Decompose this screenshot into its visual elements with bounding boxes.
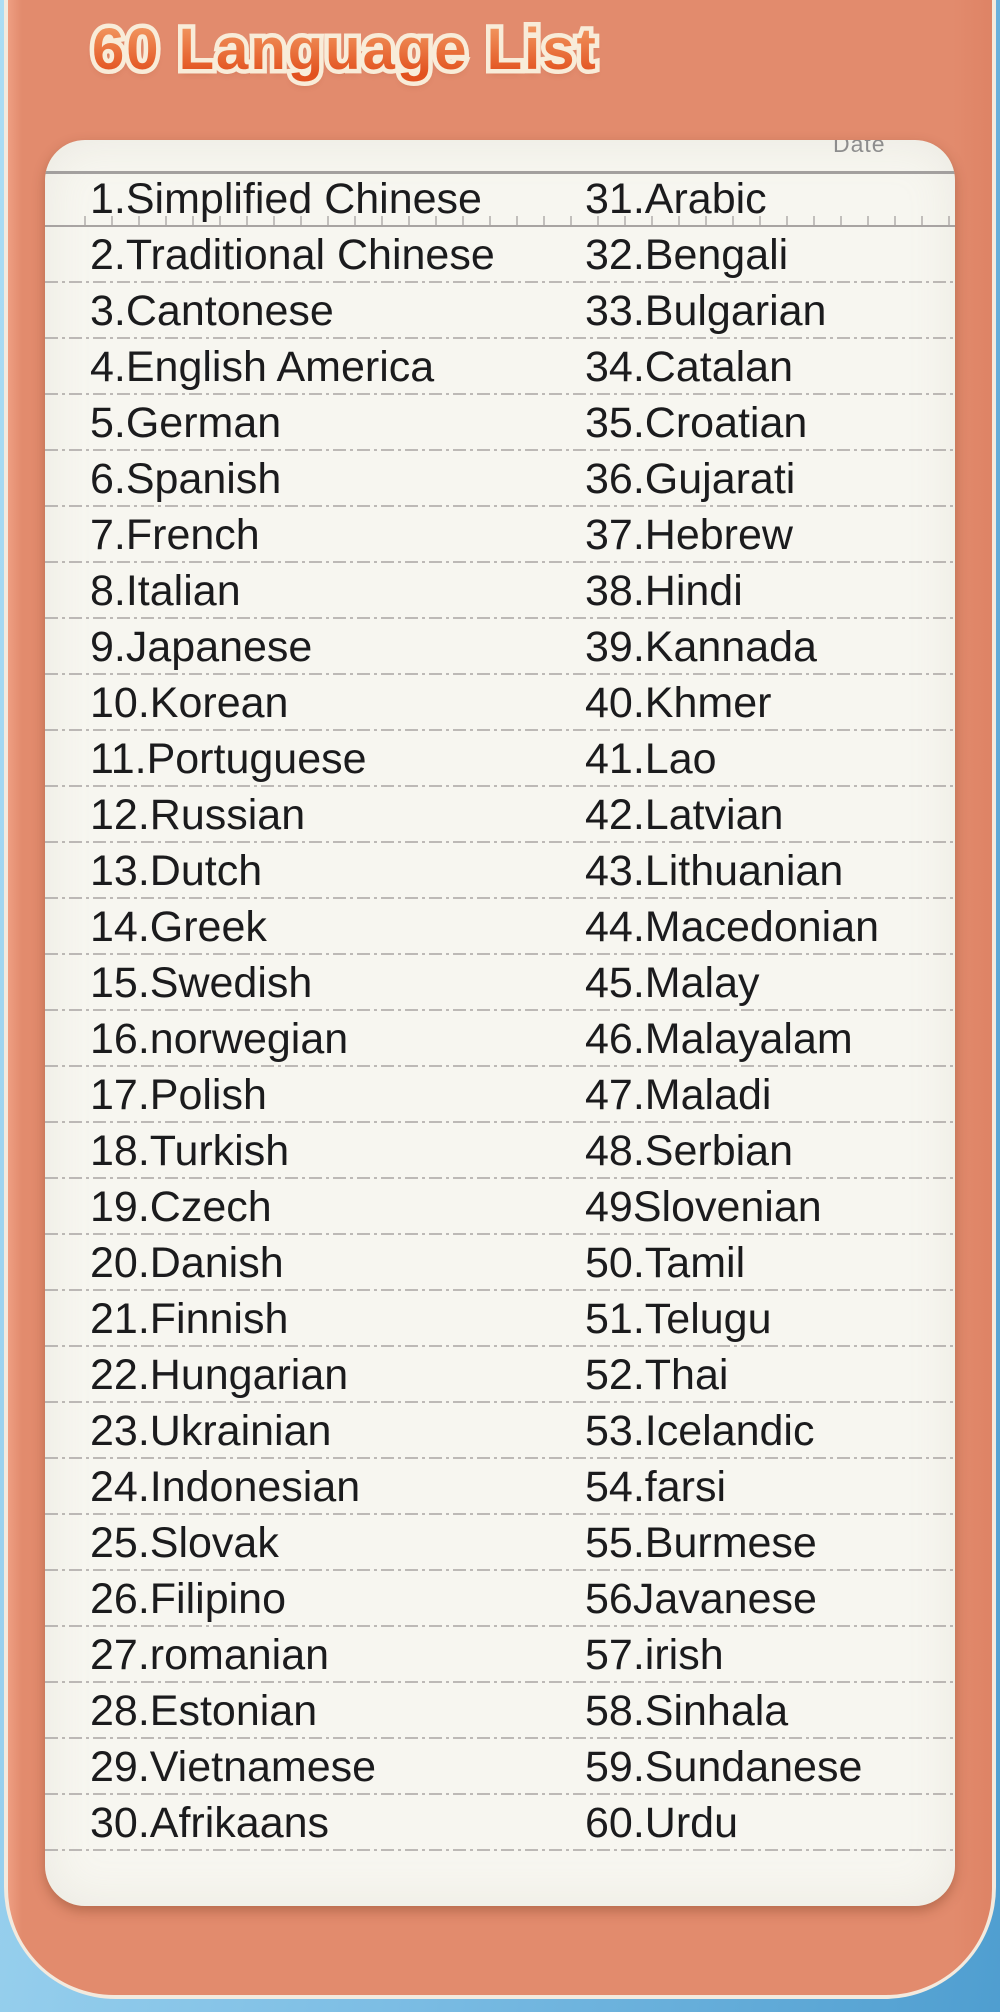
list-row: 23.Ukrainian 53.Icelandic — [45, 1403, 955, 1459]
list-item: 59.Sundanese — [585, 1743, 863, 1791]
list-item: 48.Serbian — [585, 1127, 793, 1175]
list-row: 20.Danish 50.Tamil — [45, 1235, 955, 1291]
list-row: 21.Finnish 51.Telugu — [45, 1291, 955, 1347]
list-item: 15.Swedish — [90, 959, 313, 1007]
list-item: 41.Lao — [585, 735, 717, 783]
list-item: 55.Burmese — [585, 1519, 817, 1567]
list-row: 15.Swedish 45.Malay — [45, 955, 955, 1011]
list-row: 4.English America 34.Catalan — [45, 339, 955, 395]
list-row: 18.Turkish 48.Serbian — [45, 1123, 955, 1179]
list-item: 53.Icelandic — [585, 1407, 815, 1455]
list-item: 5.German — [90, 399, 282, 447]
list-row: 17.Polish 47.Maladi — [45, 1067, 955, 1123]
list-item: 51.Telugu — [585, 1295, 772, 1343]
list-item: 47.Maladi — [585, 1071, 772, 1119]
list-row: 12.Russian 42.Latvian — [45, 787, 955, 843]
list-item: 16.norwegian — [90, 1015, 349, 1063]
list-item: 6.Spanish — [90, 455, 282, 503]
list-item: 30.Afrikaans — [90, 1799, 330, 1847]
list-row: 19.Czech 49Slovenian — [45, 1179, 955, 1235]
list-item: 33.Bulgarian — [585, 287, 827, 335]
list-item: 46.Malayalam — [585, 1015, 853, 1063]
list-item: 17.Polish — [90, 1071, 267, 1119]
list-item: 54.farsi — [585, 1463, 727, 1511]
list-row: 2.Traditional Chinese 32.Bengali — [45, 227, 955, 283]
list-item: 58.Sinhala — [585, 1687, 789, 1735]
list-item: 39.Kannada — [585, 623, 817, 671]
list-item: 45.Malay — [585, 959, 760, 1007]
list-item: 10.Korean — [90, 679, 289, 727]
list-row: 30.Afrikaans 60.Urdu — [45, 1795, 955, 1851]
list-row: 11.Portuguese 41.Lao — [45, 731, 955, 787]
list-item: 22.Hungarian — [90, 1351, 349, 1399]
list-row: 7.French 37.Hebrew — [45, 507, 955, 563]
list-item: 11.Portuguese — [90, 735, 367, 783]
list-item: 60.Urdu — [585, 1799, 738, 1847]
list-row: 13.Dutch 43.Lithuanian — [45, 843, 955, 899]
list-item: 31.Arabic — [585, 175, 767, 223]
list-item: 18.Turkish — [90, 1127, 290, 1175]
list-item: 2.Traditional Chinese — [90, 231, 495, 279]
list-row: 8.Italian 38.Hindi — [45, 563, 955, 619]
list-item: 36.Gujarati — [585, 455, 796, 503]
list-row: 16.norwegian 46.Malayalam — [45, 1011, 955, 1067]
page-title-text: 60 Language List — [92, 17, 598, 82]
list-row: 3.Cantonese 33.Bulgarian — [45, 283, 955, 339]
list-item: 56Javanese — [585, 1575, 817, 1623]
list-row: 5.German 35.Croatian — [45, 395, 955, 451]
list-item: 13.Dutch — [90, 847, 263, 895]
page-title-outline: 60 Language List — [88, 13, 601, 87]
list-item: 49Slovenian — [585, 1183, 822, 1231]
list-row: 1.Simplified Chinese 31.Arabic — [45, 171, 955, 227]
list-item: 29.Vietnamese — [90, 1743, 377, 1791]
list-item: 8.Italian — [90, 567, 241, 615]
list-item: 25.Slovak — [90, 1519, 279, 1567]
list-item: 37.Hebrew — [585, 511, 793, 559]
list-item: 14.Greek — [90, 903, 267, 951]
list-row: 26.Filipino 56Javanese — [45, 1571, 955, 1627]
list-item: 35.Croatian — [585, 399, 808, 447]
list-row: 24.Indonesian 54.farsi — [45, 1459, 955, 1515]
list-row: 29.Vietnamese 59.Sundanese — [45, 1739, 955, 1795]
notepad-paper: Date 1.Simplified Chinese 31.Arabic 2.Tr… — [45, 140, 955, 1906]
list-item: 50.Tamil — [585, 1239, 746, 1287]
list-row: 10.Korean 40.Khmer — [45, 675, 955, 731]
list-item: 43.Lithuanian — [585, 847, 844, 895]
list-item: 3.Cantonese — [90, 287, 334, 335]
list-row: 6.Spanish 36.Gujarati — [45, 451, 955, 507]
list-item: 32.Bengali — [585, 231, 789, 279]
list-row: 25.Slovak 55.Burmese — [45, 1515, 955, 1571]
list-row: 9.Japanese 39.Kannada — [45, 619, 955, 675]
list-item: 27.romanian — [90, 1631, 330, 1679]
list-item: 12.Russian — [90, 791, 306, 839]
list-item: 24.Indonesian — [90, 1463, 361, 1511]
list-row: 28.Estonian 58.Sinhala — [45, 1683, 955, 1739]
list-item: 42.Latvian — [585, 791, 784, 839]
list-item: 1.Simplified Chinese — [90, 175, 482, 223]
list-item: 34.Catalan — [585, 343, 793, 391]
list-item: 21.Finnish — [90, 1295, 289, 1343]
list-row: 22.Hungarian 52.Thai — [45, 1347, 955, 1403]
list-row: 27.romanian 57.irish — [45, 1627, 955, 1683]
list-item: 52.Thai — [585, 1351, 729, 1399]
list-item: 23.Ukrainian — [90, 1407, 332, 1455]
list-item: 4.English America — [90, 343, 435, 391]
date-label: Date — [833, 140, 886, 157]
list-row: 14.Greek 44.Macedonian — [45, 899, 955, 955]
list-item: 44.Macedonian — [585, 903, 880, 951]
list-item: 9.Japanese — [90, 623, 313, 671]
list-item: 26.Filipino — [90, 1575, 286, 1623]
list-item: 20.Danish — [90, 1239, 284, 1287]
list-item: 57.irish — [585, 1631, 724, 1679]
list-item: 38.Hindi — [585, 567, 743, 615]
page-title: 60 Language List 60 Language List — [88, 13, 601, 87]
list-item: 28.Estonian — [90, 1687, 318, 1735]
top-rule-line — [45, 171, 955, 174]
list-item: 40.Khmer — [585, 679, 772, 727]
list-item: 7.French — [90, 511, 260, 559]
list-item: 19.Czech — [90, 1183, 272, 1231]
